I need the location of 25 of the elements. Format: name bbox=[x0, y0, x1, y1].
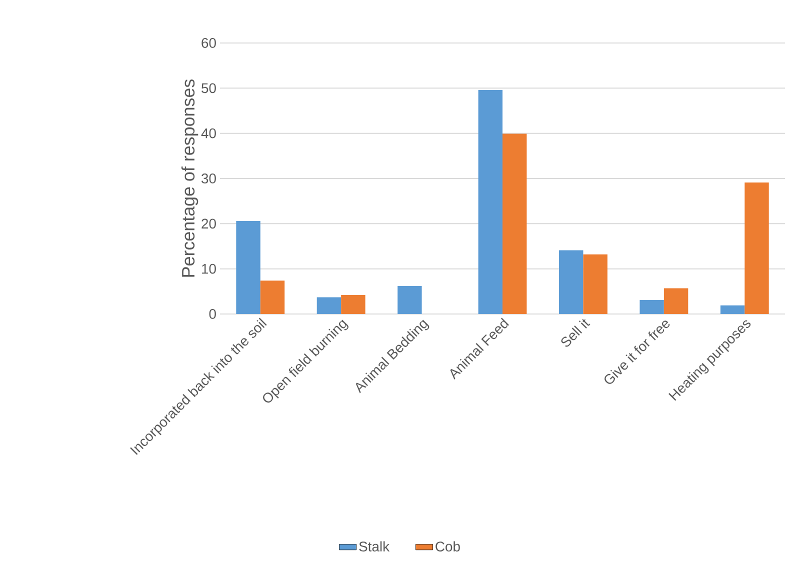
bar bbox=[640, 300, 664, 314]
y-tick-label: 40 bbox=[201, 128, 216, 138]
bar bbox=[583, 254, 608, 314]
bar bbox=[664, 288, 688, 314]
bar bbox=[236, 220, 260, 314]
bar bbox=[341, 295, 366, 314]
bar bbox=[502, 134, 527, 314]
y-axis-title: Percentage of responses bbox=[181, 79, 198, 277]
bar bbox=[398, 286, 422, 314]
bar bbox=[720, 305, 745, 314]
x-tick-label: Sell it bbox=[561, 319, 590, 347]
legend-label: Stalk bbox=[359, 541, 390, 552]
bar bbox=[316, 297, 342, 314]
y-tick-label: 60 bbox=[202, 38, 216, 48]
bar bbox=[559, 250, 584, 314]
bar bbox=[744, 182, 769, 314]
x-tick-label: Give it for free bbox=[604, 320, 670, 384]
y-tick-label: 30 bbox=[202, 174, 216, 184]
y-tick-label: 0 bbox=[209, 309, 216, 319]
y-tick-label: 10 bbox=[202, 264, 216, 274]
legend-label: Cob bbox=[436, 541, 460, 552]
bar bbox=[260, 280, 285, 314]
y-tick-label: 20 bbox=[202, 218, 216, 229]
bar bbox=[478, 90, 503, 314]
y-tick-label: 50 bbox=[202, 83, 216, 94]
